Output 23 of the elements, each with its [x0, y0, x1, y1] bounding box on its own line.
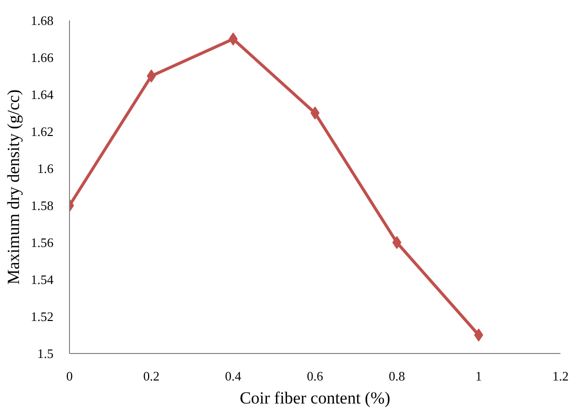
- x-tick-label: 1.2: [552, 368, 569, 384]
- y-tick-label: 1.66: [30, 50, 54, 65]
- x-tick-label: 0.2: [143, 368, 160, 384]
- x-tick-label: 1: [475, 368, 482, 384]
- y-tick-label: 1.68: [30, 13, 54, 28]
- y-axis-title: Maximum dry density (g/cc): [4, 89, 23, 284]
- y-tick-label: 1.54: [30, 272, 54, 287]
- y-tick-label: 1.62: [30, 124, 54, 139]
- point: [392, 236, 402, 249]
- x-tick-label: 0: [66, 368, 73, 384]
- y-tick-label: 1.5: [37, 346, 54, 361]
- x-tick-label: 0.6: [306, 368, 324, 384]
- point: [146, 70, 156, 82]
- point: [474, 328, 484, 342]
- point: [228, 32, 238, 46]
- y-tick-label: 1.6: [37, 161, 54, 176]
- y-tick-label: 1.64: [30, 87, 54, 102]
- y-tick-label: 1.58: [30, 198, 54, 213]
- x-tick-label: 0.4: [225, 368, 242, 384]
- y-tick-label: 1.56: [30, 235, 54, 250]
- x-tick-label: 0.8: [388, 368, 405, 384]
- x-axis-title: Coir fiber content (%): [240, 388, 390, 408]
- y-tick-label: 1.52: [30, 309, 54, 324]
